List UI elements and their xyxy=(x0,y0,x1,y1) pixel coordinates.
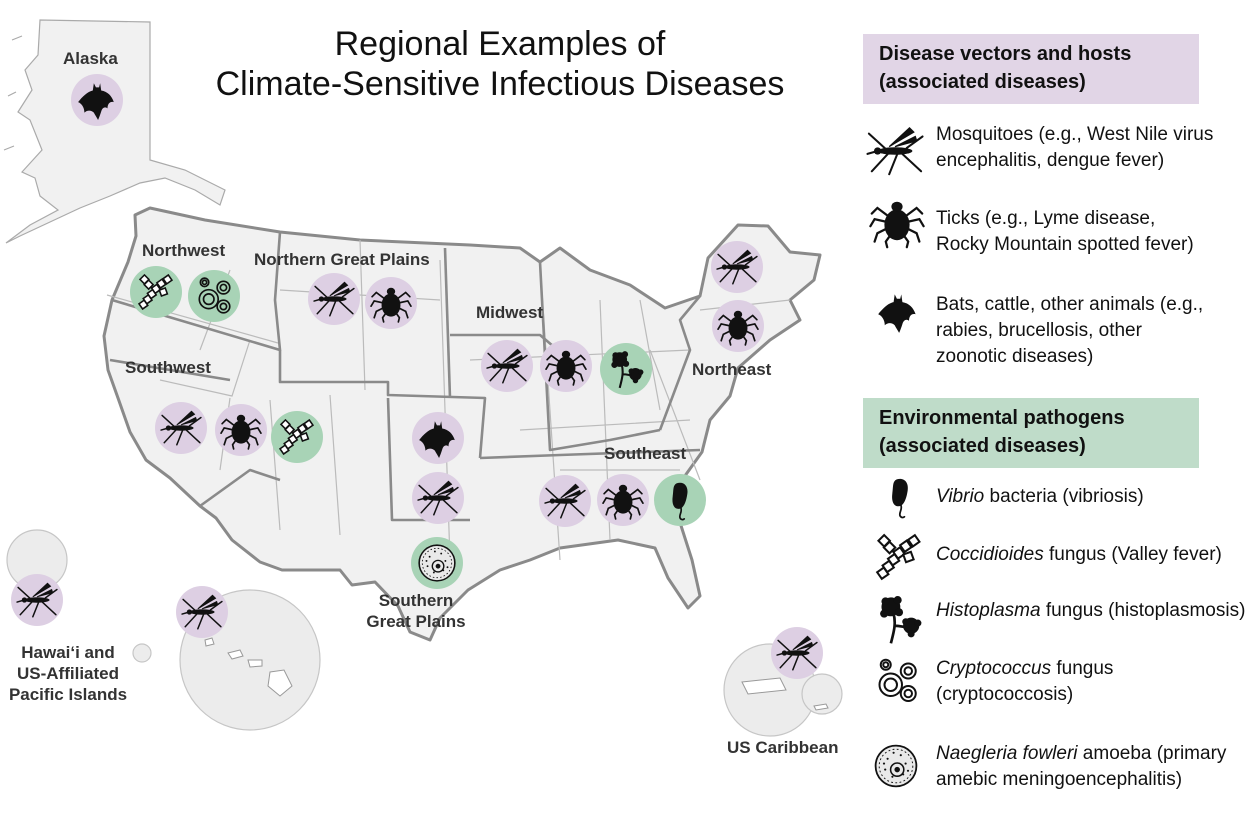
bat-icon xyxy=(876,290,920,334)
histoplasma-name: Histoplasma xyxy=(936,600,1041,621)
naegleria-name: Naegleria fowleri xyxy=(936,743,1078,764)
marker-bubble xyxy=(188,270,240,322)
marker-northeast-tick xyxy=(712,300,764,352)
sgp-line-2: Great Plains xyxy=(366,612,466,631)
coccidioides-name: Coccidioides xyxy=(936,544,1044,565)
legend-item-vibrio: Vibrio bacteria (vibriosis) xyxy=(936,484,1144,510)
vectors-heading-line-1: Disease vectors and hosts xyxy=(879,43,1132,65)
tick-icon xyxy=(869,194,925,250)
marker-southwest-mosquito xyxy=(155,402,207,454)
histoplasma-desc: fungus (histoplasmosis) xyxy=(1040,600,1246,621)
mosquitoes-line-2: encephalitis, dengue fever) xyxy=(936,150,1165,171)
sgp-line-1: Southern xyxy=(378,591,454,610)
vibrio-name: Vibrio xyxy=(936,486,985,507)
legend-heading-pathogens: Environmental pathogens (associated dise… xyxy=(863,398,1199,468)
region-label-alaska: Alaska xyxy=(63,49,118,68)
marker-alaska-bat xyxy=(71,74,123,126)
cryptococcus-desc: fungus xyxy=(1051,658,1114,679)
marker-northern-great-plains-tick xyxy=(365,277,417,329)
marker-southeast-vibrio xyxy=(654,474,706,526)
marker-northeast-mosquito xyxy=(711,241,763,293)
marker-midwest-histoplasma xyxy=(600,343,652,395)
marker-hawaii-mosquito xyxy=(176,586,228,638)
marker-northwest-cryptococcus xyxy=(188,270,240,322)
vectors-heading-line-2: (associated diseases) xyxy=(879,71,1086,93)
mosquito-icon xyxy=(866,122,924,180)
marker-midwest-tick xyxy=(540,340,592,392)
coccidioides-desc: fungus (Valley fever) xyxy=(1043,544,1222,565)
mosquitoes-line-1: Mosquitoes (e.g., West Nile virus xyxy=(936,124,1214,145)
bats-line-1: Bats, cattle, other animals (e.g., xyxy=(936,294,1204,315)
region-label-northwest: Northwest xyxy=(142,241,226,260)
pathogens-heading-line-1: Environmental pathogens xyxy=(879,407,1125,429)
histoplasma-icon xyxy=(872,592,926,646)
marker-caribbean-mosquito xyxy=(771,627,823,679)
region-label-northeast: Northeast xyxy=(692,360,772,379)
cryptococcus-line-2: (cryptococcosis) xyxy=(936,684,1074,705)
marker-hawaii-mosquito xyxy=(11,574,63,626)
region-label-northern-great-plains: Northern Great Plains xyxy=(254,250,430,269)
vibrio-desc: bacteria (vibriosis) xyxy=(984,486,1144,507)
region-markers xyxy=(11,74,823,679)
coccidioides-icon xyxy=(872,530,926,584)
legend-item-naegleria: Naegleria fowleri amoeba (primary amebic… xyxy=(936,741,1226,793)
marker-southwest-tick xyxy=(215,404,267,456)
marker-northern-great-plains-mosquito xyxy=(308,273,360,325)
marker-southern-great-plains-bat xyxy=(412,412,464,464)
legend-item-cryptococcus: Cryptococcus fungus (cryptococcosis) xyxy=(936,656,1113,708)
legend-item-bats: Bats, cattle, other animals (e.g., rabie… xyxy=(936,292,1203,370)
legend-item-ticks: Ticks (e.g., Lyme disease, Rocky Mountai… xyxy=(936,206,1194,258)
hawaii-line-1: Hawai‘i and xyxy=(21,643,115,662)
marker-southeast-mosquito xyxy=(539,475,591,527)
marker-southern-great-plains-mosquito xyxy=(412,472,464,524)
region-label-midwest: Midwest xyxy=(476,303,544,322)
bats-line-3: zoonotic diseases) xyxy=(936,346,1094,367)
region-label-southern-great-plains: Southern Great Plains xyxy=(366,590,466,632)
region-label-hawaii: Hawai‘i and US-Affiliated Pacific Island… xyxy=(0,642,136,705)
bats-line-2: rabies, brucellosis, other xyxy=(936,320,1142,341)
title-line-2: Climate-Sensitive Infectious Diseases xyxy=(215,65,785,103)
pathogens-heading-line-2: (associated diseases) xyxy=(879,435,1086,457)
cryptococcus-icon xyxy=(872,656,922,706)
region-label-caribbean: US Caribbean xyxy=(727,738,839,757)
marker-southwest-coccidioides xyxy=(271,411,323,463)
legend-item-mosquitoes: Mosquitoes (e.g., West Nile virus enceph… xyxy=(936,122,1213,174)
marker-midwest-mosquito xyxy=(481,340,533,392)
naegleria-icon xyxy=(418,544,456,582)
naegleria-line-2: amebic meningoencephalitis) xyxy=(936,769,1183,790)
legend-item-coccidioides: Coccidioides fungus (Valley fever) xyxy=(936,542,1222,568)
vibrio-icon xyxy=(878,474,922,520)
marker-bubble xyxy=(600,343,652,395)
region-label-southwest: Southwest xyxy=(125,358,211,377)
title-line-1: Regional Examples of xyxy=(334,25,666,63)
hawaii-line-3: Pacific Islands xyxy=(8,685,128,704)
naegleria-icon xyxy=(872,742,920,790)
ticks-line-2: Rocky Mountain spotted fever) xyxy=(936,234,1194,255)
cryptococcus-name: Cryptococcus xyxy=(936,658,1052,679)
alaska-shape xyxy=(3,19,226,244)
marker-southeast-tick xyxy=(597,474,649,526)
marker-southern-great-plains-naegleria xyxy=(411,537,463,589)
naegleria-desc: amoeba (primary xyxy=(1077,743,1227,764)
ticks-line-1: Ticks (e.g., Lyme disease, xyxy=(936,208,1156,229)
region-label-southeast: Southeast xyxy=(604,444,687,463)
marker-northwest-coccidioides xyxy=(130,266,182,318)
contiguous-us xyxy=(102,206,822,642)
hawaii-line-2: US-Affiliated xyxy=(17,664,119,683)
page-title: Regional Examples of Climate-Sensitive I… xyxy=(150,24,850,104)
legend-heading-vectors: Disease vectors and hosts (associated di… xyxy=(863,34,1199,104)
legend-item-histoplasma: Histoplasma fungus (histoplasmosis) xyxy=(936,598,1245,624)
